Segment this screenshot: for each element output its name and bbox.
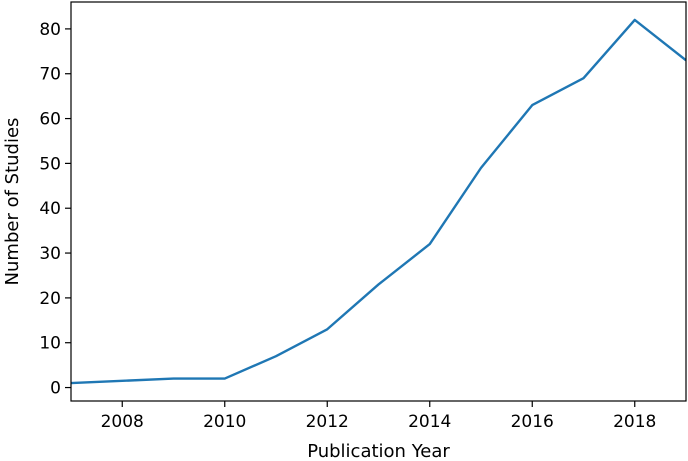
y-tick-label: 50 (39, 154, 61, 174)
x-tick-label: 2016 (511, 412, 554, 432)
x-axis-label: Publication Year (307, 441, 450, 461)
plot-frame (70, 1, 687, 402)
y-axis-ticks: 0 10 20 30 40 50 60 70 80 (39, 20, 71, 399)
data-layer (71, 18, 686, 385)
x-tick-label: 2012 (306, 412, 349, 432)
y-axis-label: Number of Studies (2, 118, 23, 286)
y-tick-label: 0 (50, 379, 61, 399)
y-tick-label: 40 (39, 199, 61, 219)
series-line (71, 18, 686, 385)
y-tick-label: 80 (39, 20, 61, 40)
x-tick-label: 2008 (101, 412, 144, 432)
y-tick-label: 20 (39, 289, 61, 309)
y-tick-label: 70 (39, 65, 61, 85)
x-tick-label: 2010 (203, 412, 246, 432)
x-axis-ticks: 2008 2010 2012 2014 2016 2018 (101, 401, 656, 432)
y-tick-label: 10 (39, 334, 61, 354)
y-tick-label: 60 (39, 110, 61, 130)
x-tick-label: 2014 (408, 412, 451, 432)
x-tick-label: 2018 (613, 412, 656, 432)
y-tick-label: 30 (39, 244, 61, 264)
